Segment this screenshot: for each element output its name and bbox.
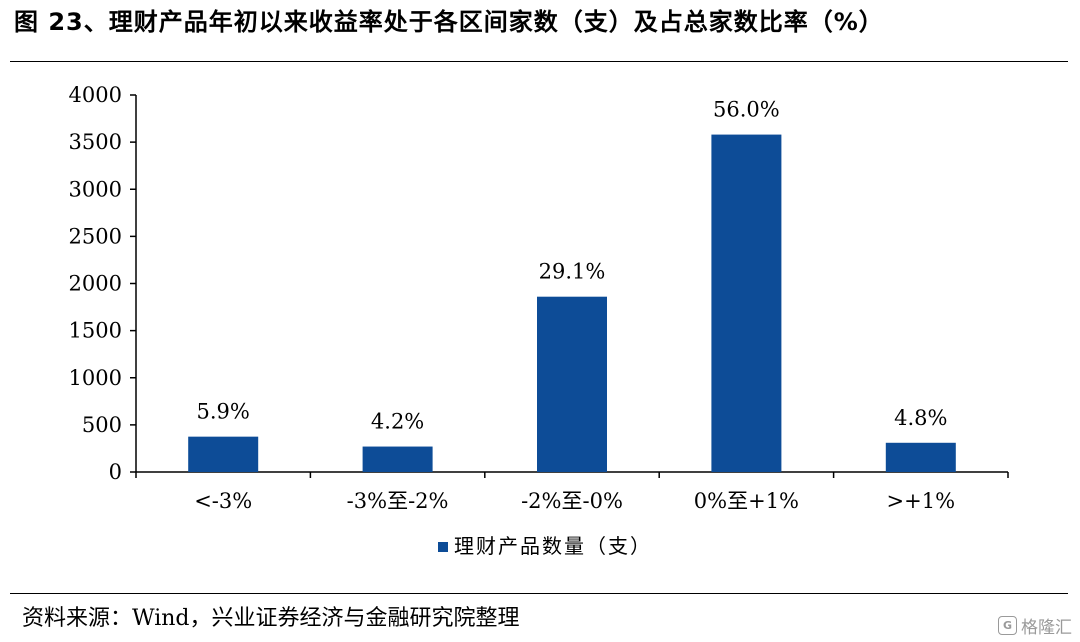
y-tick-label: 500 (82, 413, 122, 437)
y-tick-label: 1500 (69, 319, 122, 343)
bar (885, 442, 956, 472)
bar (188, 436, 259, 472)
x-tick-label: -2%至-0% (521, 489, 623, 513)
figure-title: 图 23、理财产品年初以来收益率处于各区间家数（支）及占总家数比率（%） (14, 8, 884, 36)
y-tick-label: 3500 (69, 130, 122, 154)
x-tick-label: 0%至+1% (694, 489, 799, 513)
bar (362, 446, 433, 472)
y-axis: 0 500 1000 1500 2000 2500 3000 3500 4000 (69, 83, 137, 484)
y-tick-label: 0 (109, 460, 122, 484)
bar (537, 296, 607, 472)
data-label: 56.0% (713, 98, 780, 122)
x-tick-label: >+1% (887, 489, 956, 513)
data-labels: 5.9% 4.2% 29.1% 56.0% 4.8% (197, 98, 948, 434)
bottom-rule (10, 593, 1068, 594)
x-tick-label: -3%至-2% (347, 489, 449, 513)
x-axis: <-3% -3%至-2% -2%至-0% 0%至+1% >+1% (135, 471, 1009, 513)
watermark-text: 格隆汇 (1021, 618, 1072, 638)
data-label: 4.2% (371, 410, 424, 434)
y-tick-label: 3000 (69, 177, 122, 201)
y-tick-label: 1000 (69, 366, 122, 390)
data-label: 29.1% (539, 260, 606, 284)
bar-chart: 0 500 1000 1500 2000 2500 3000 3500 4000 <-3% -3%… (69, 83, 1009, 558)
watermark: G 格隆汇 (998, 613, 1072, 638)
bars (188, 134, 956, 472)
y-tick-label: 4000 (69, 83, 122, 107)
data-label: 5.9% (197, 400, 250, 424)
x-tick-label: <-3% (194, 489, 252, 513)
legend-label: 理财产品数量（支） (454, 534, 652, 558)
data-label: 4.8% (894, 406, 947, 430)
y-tick-label: 2000 (69, 272, 122, 296)
top-rule (10, 61, 1068, 62)
legend: 理财产品数量（支） (438, 534, 652, 558)
bar (711, 134, 782, 472)
y-tick-label: 2500 (69, 224, 122, 248)
logo-icon: G (998, 616, 1017, 635)
legend-swatch (438, 542, 448, 552)
source-note: 资料来源：Wind，兴业证券经济与金融研究院整理 (22, 606, 520, 631)
